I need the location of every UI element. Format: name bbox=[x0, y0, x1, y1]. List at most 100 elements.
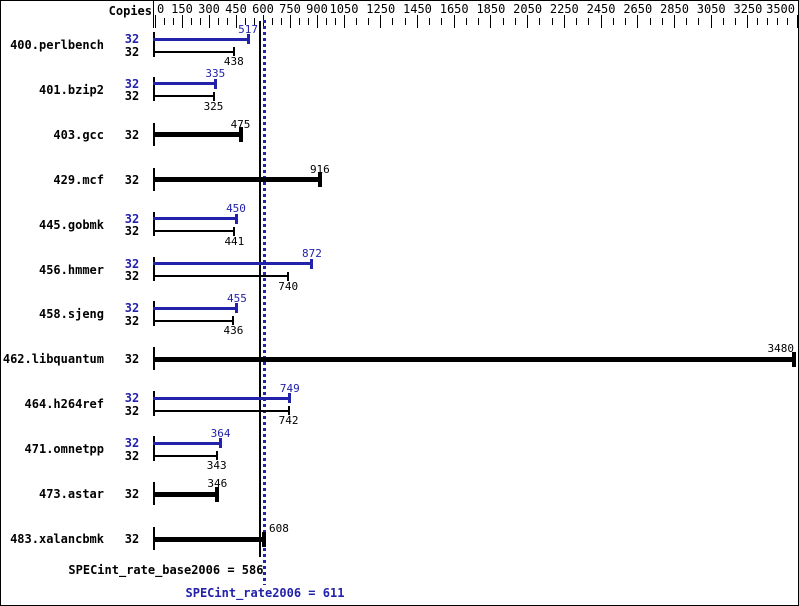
copies-axis-separator-line bbox=[153, 1, 154, 28]
axis-tick-major bbox=[235, 15, 237, 28]
peak-value-label: 749 bbox=[279, 381, 300, 395]
bench-name: 429.mcf bbox=[53, 172, 104, 187]
axis-tick-major bbox=[181, 15, 183, 28]
group-axis-line bbox=[153, 436, 155, 461]
axis-tick-minor bbox=[244, 18, 246, 25]
copies-value: 32 bbox=[124, 487, 140, 502]
axis-tick-label: 2650 bbox=[623, 2, 653, 16]
peak-value-label: 872 bbox=[302, 247, 322, 261]
axis-tick-minor bbox=[661, 18, 663, 25]
base-bar bbox=[153, 230, 235, 233]
axis-tick-label: 1650 bbox=[439, 2, 469, 16]
peak-bar-endcap bbox=[219, 438, 223, 449]
axis-tick-major bbox=[637, 15, 639, 28]
axis-tick-minor bbox=[465, 18, 467, 25]
base-bar-endcap bbox=[215, 451, 218, 461]
peak-bar bbox=[153, 441, 221, 445]
axis-tick-major bbox=[600, 15, 602, 28]
axis-tick-minor bbox=[190, 18, 192, 25]
base-value-label: 436 bbox=[223, 324, 244, 338]
axis-tick-minor bbox=[334, 18, 336, 25]
base-bar bbox=[153, 356, 794, 362]
axis-tick-label: 2850 bbox=[660, 2, 689, 16]
group-axis-line bbox=[153, 76, 155, 102]
peak-bar bbox=[153, 396, 290, 400]
peak-bar-endcap bbox=[288, 393, 292, 404]
axis-tick-major bbox=[527, 15, 529, 28]
axis-tick-minor bbox=[787, 18, 789, 25]
group-axis-line bbox=[153, 211, 155, 237]
copies-value: 32 bbox=[124, 352, 140, 367]
peak-bar bbox=[153, 82, 216, 86]
axis-tick-major bbox=[316, 15, 318, 28]
peak-value-label: 455 bbox=[226, 291, 247, 305]
base-value-label: 475 bbox=[230, 117, 251, 131]
peak-value-label: 335 bbox=[205, 67, 226, 81]
axis-tick-minor bbox=[226, 18, 228, 25]
axis-tick-major bbox=[490, 15, 492, 28]
copies-value: 32 bbox=[124, 448, 140, 463]
base-bar-endcap bbox=[212, 91, 215, 101]
axis-tick-label: 750 bbox=[279, 2, 301, 16]
axis-tick-minor bbox=[280, 18, 282, 25]
copies-value: 32 bbox=[124, 76, 140, 91]
base-bar-endcap bbox=[287, 406, 290, 416]
peak-bar-endcap bbox=[310, 258, 314, 269]
group-axis-line bbox=[153, 301, 155, 326]
axis-tick-minor bbox=[307, 18, 309, 25]
base-value-label: 3480 bbox=[767, 342, 795, 356]
axis-tick-minor bbox=[172, 18, 174, 25]
base-bar-endcap bbox=[215, 486, 220, 502]
axis-tick-label: 1850 bbox=[476, 2, 506, 16]
axis-tick-label: 3500 bbox=[766, 2, 796, 16]
peak-value-label: 364 bbox=[210, 426, 231, 440]
base-bar bbox=[153, 319, 234, 322]
bench-name: 456.hmmer bbox=[38, 262, 104, 277]
base-value-label: 325 bbox=[203, 99, 224, 113]
bench-name: 471.omnetpp bbox=[24, 442, 104, 457]
axis-tick-minor bbox=[271, 18, 273, 25]
axis-tick-minor bbox=[199, 18, 201, 25]
base-bar-endcap bbox=[232, 316, 235, 326]
peak-bar bbox=[153, 37, 249, 41]
axis-tick-major bbox=[154, 15, 156, 28]
axis-tick-label: 2450 bbox=[586, 2, 616, 16]
base-bar bbox=[153, 50, 234, 53]
bench-name: 464.h264ref bbox=[24, 397, 104, 412]
axis-tick-major bbox=[208, 15, 210, 28]
axis-tick-minor bbox=[735, 18, 737, 25]
axis-tick-major bbox=[453, 15, 455, 28]
base-bar-endcap bbox=[287, 271, 290, 281]
copies-value: 32 bbox=[124, 32, 140, 46]
axis-tick-minor bbox=[588, 18, 590, 25]
base-bar bbox=[153, 132, 241, 138]
axis-tick-major bbox=[289, 15, 291, 28]
copies-value: 32 bbox=[124, 127, 140, 142]
bench-name: 458.sjeng bbox=[38, 307, 104, 322]
axis-tick-label: 1050 bbox=[329, 2, 359, 16]
axis-tick-minor bbox=[404, 18, 406, 25]
copies-value: 32 bbox=[124, 256, 140, 271]
copies-value: 32 bbox=[124, 211, 140, 226]
base-bar-endcap bbox=[262, 531, 267, 547]
base-value-label: 343 bbox=[206, 459, 227, 473]
peak-bar bbox=[153, 306, 237, 310]
copies-value: 32 bbox=[124, 403, 140, 418]
base-bar-endcap bbox=[238, 127, 243, 143]
bench-name: 400.perlbench bbox=[10, 38, 104, 52]
bench-name: 403.gcc bbox=[53, 127, 104, 142]
base-bar-endcap bbox=[232, 47, 235, 56]
axis-tick-minor bbox=[576, 18, 578, 25]
axis-tick-minor bbox=[429, 18, 431, 25]
axis-tick-minor bbox=[777, 18, 779, 25]
summary-peak-mean-label: SPECint_rate2006 = 611 bbox=[185, 586, 345, 600]
copies-value: 32 bbox=[124, 532, 140, 546]
axis-tick-minor bbox=[551, 18, 553, 25]
base-bar-endcap bbox=[317, 172, 322, 188]
axis-tick-minor bbox=[325, 18, 327, 25]
axis-tick-minor bbox=[441, 18, 443, 25]
axis-tick-label: 600 bbox=[252, 2, 274, 16]
axis-tick-minor bbox=[163, 18, 165, 25]
bench-name: 473.astar bbox=[38, 487, 104, 502]
